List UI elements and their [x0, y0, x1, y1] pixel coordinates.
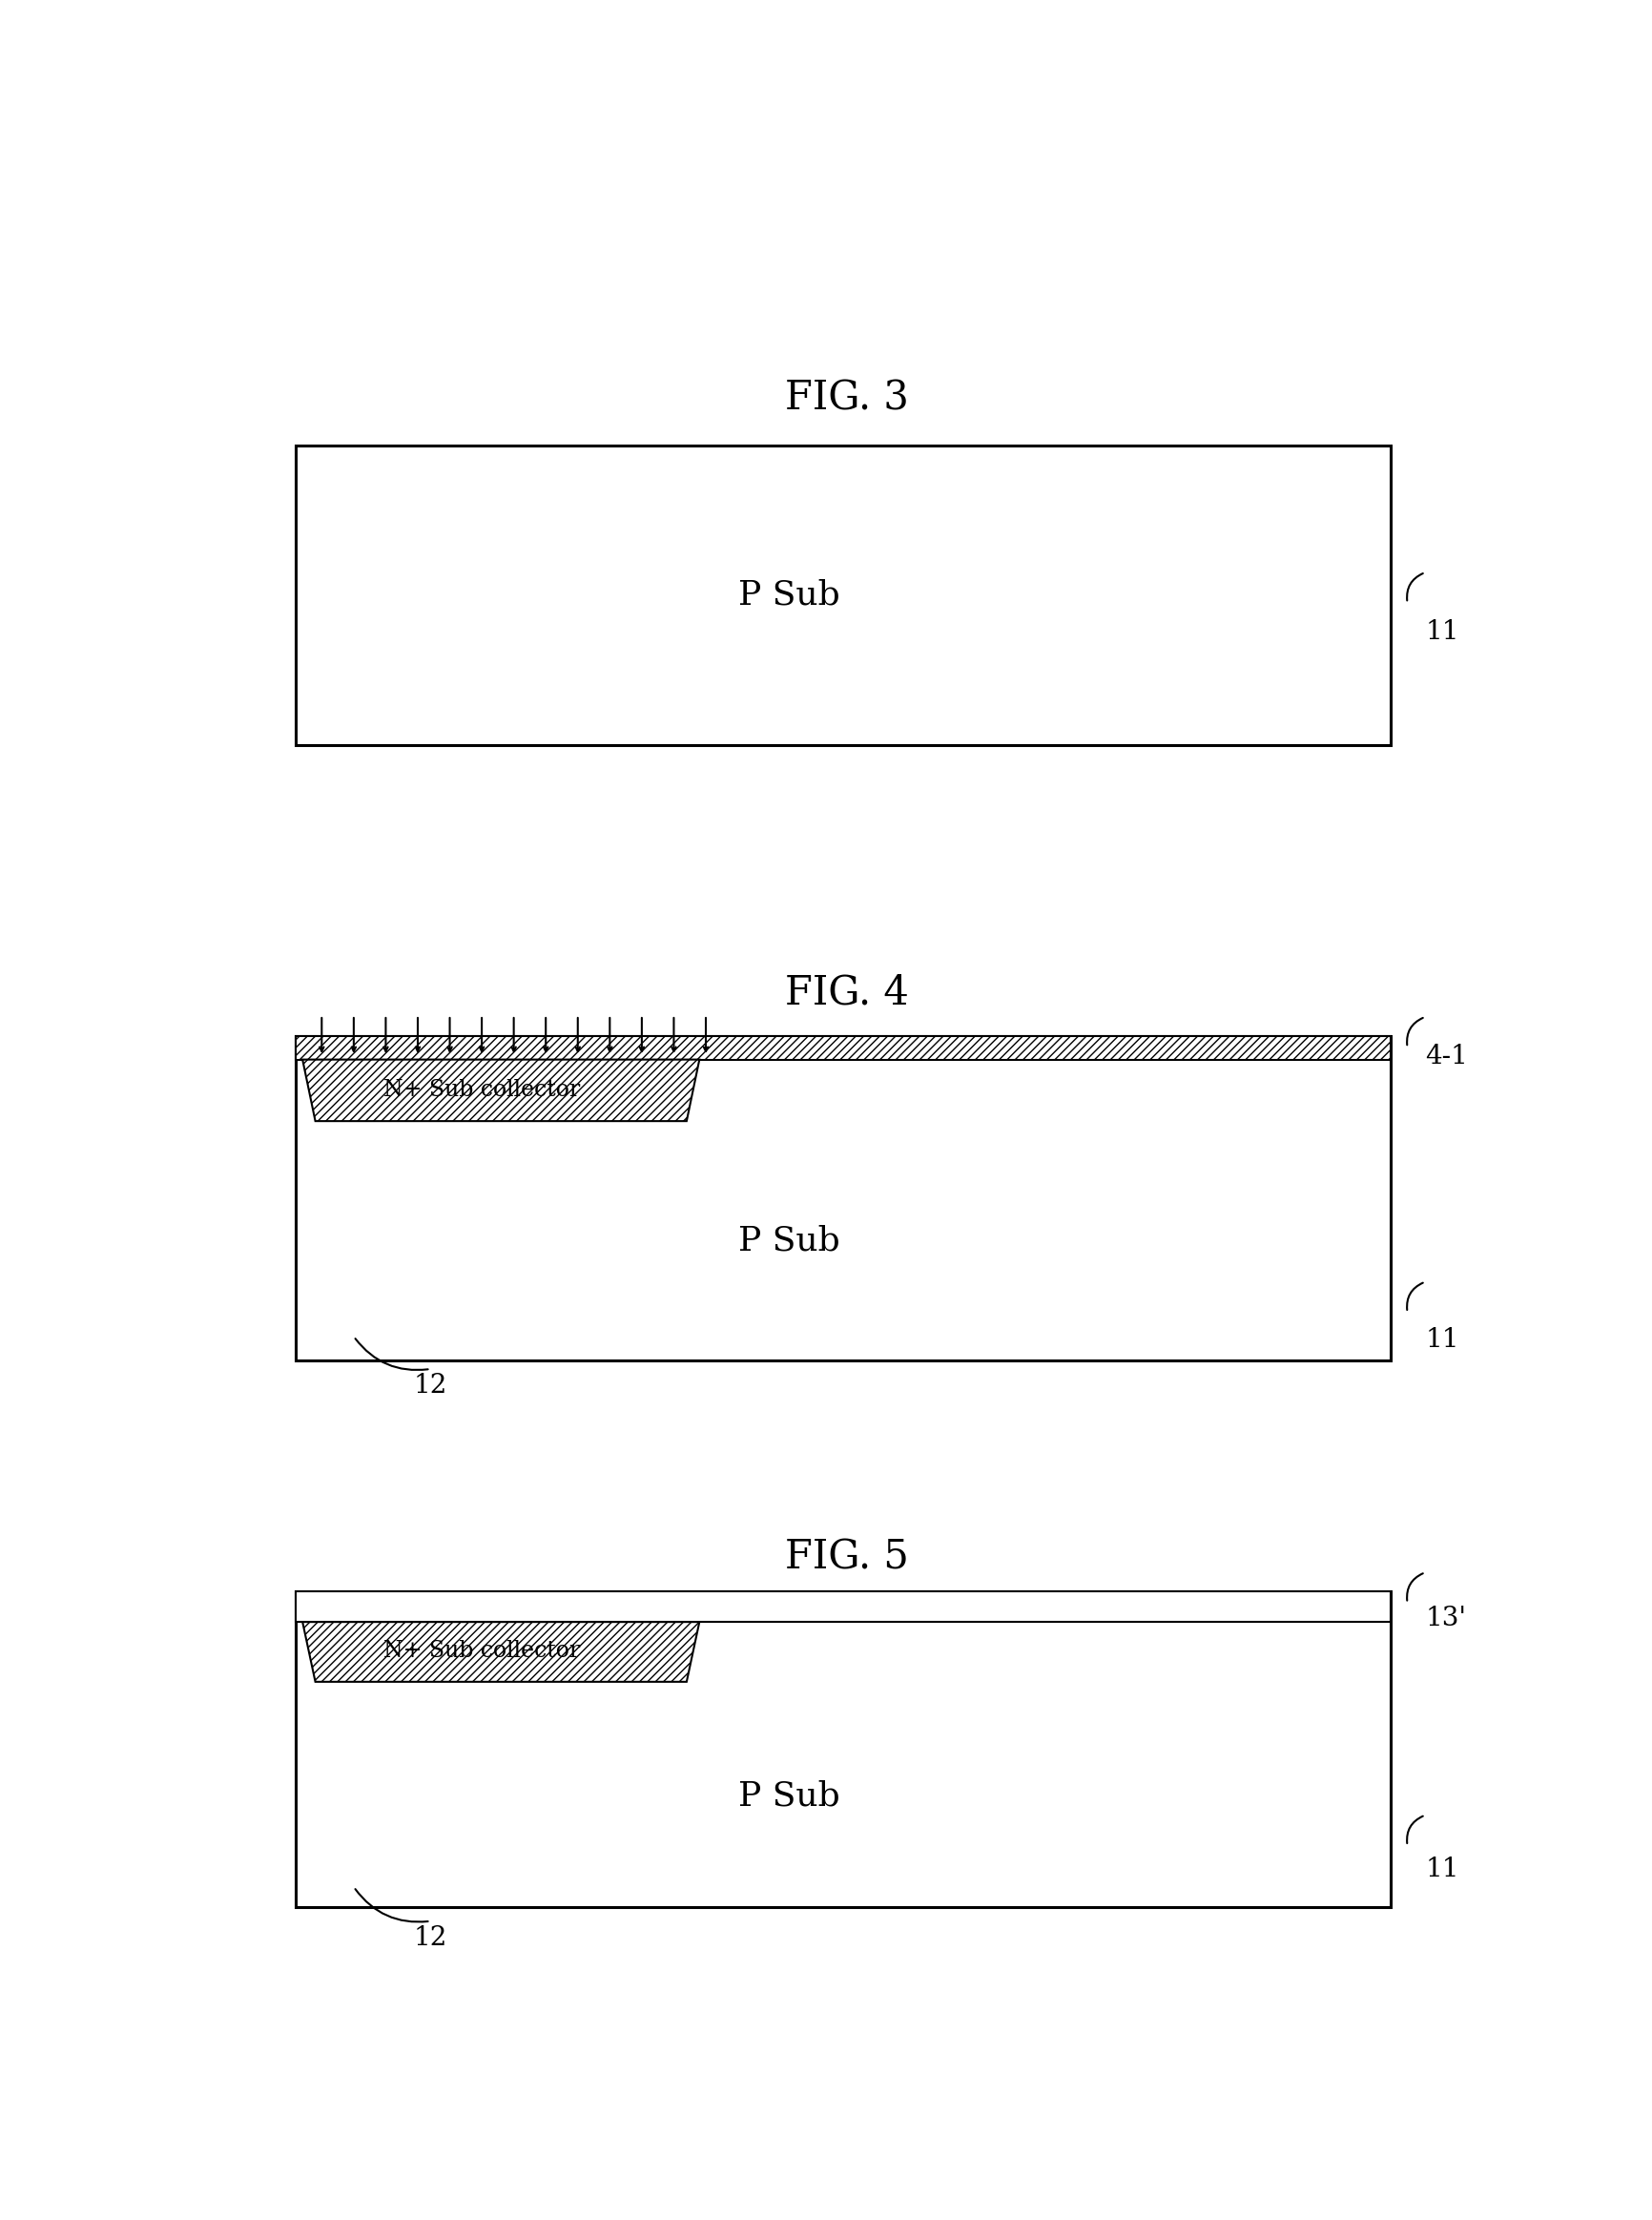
Text: N+ Sub collector: N+ Sub collector: [383, 1079, 580, 1101]
Bar: [296, 1592, 1391, 1623]
Bar: [296, 1035, 1391, 1059]
Bar: [296, 1035, 1391, 1361]
Text: N+ Sub collector: N+ Sub collector: [383, 1641, 580, 1663]
Text: 12: 12: [413, 1374, 448, 1399]
Text: FIG. 5: FIG. 5: [785, 1536, 909, 1576]
Text: 11: 11: [1426, 1328, 1459, 1352]
Text: 13': 13': [1426, 1605, 1467, 1632]
Bar: [296, 446, 1391, 746]
Text: P Sub: P Sub: [738, 1780, 839, 1812]
Text: 4-1: 4-1: [1426, 1043, 1469, 1070]
Text: 11: 11: [1426, 1856, 1459, 1883]
Text: P Sub: P Sub: [738, 579, 839, 610]
Text: 11: 11: [1426, 619, 1459, 646]
Polygon shape: [302, 1623, 699, 1683]
Bar: [296, 1592, 1391, 1907]
Polygon shape: [302, 1059, 699, 1121]
Text: FIG. 4: FIG. 4: [785, 972, 909, 1012]
Text: FIG. 3: FIG. 3: [785, 377, 909, 417]
Text: 12: 12: [413, 1925, 448, 1951]
Text: P Sub: P Sub: [738, 1225, 839, 1257]
